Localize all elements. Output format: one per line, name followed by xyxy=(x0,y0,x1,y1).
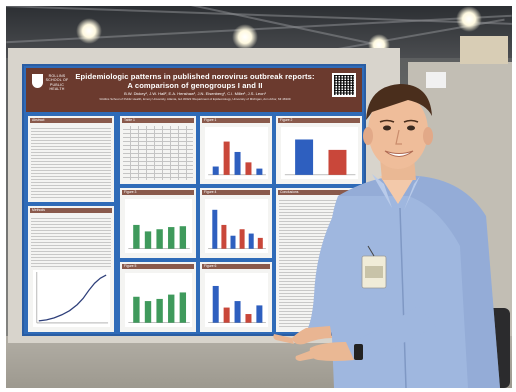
cumulative-line-chart xyxy=(33,270,110,327)
poster-bar xyxy=(179,292,187,323)
poster-bar xyxy=(144,231,152,249)
figure-3-bars xyxy=(125,199,192,253)
poster-bar xyxy=(156,298,163,323)
poster-bar xyxy=(156,229,163,249)
poster-bar xyxy=(230,235,236,249)
poster-bar xyxy=(248,233,254,249)
logo-text: ROLLINS SCHOOL OF PUBLIC HEALTH xyxy=(45,74,69,91)
section-heading: Methods xyxy=(32,208,46,212)
poster-bar xyxy=(168,294,175,323)
ceiling-light xyxy=(456,6,482,32)
poster-bar xyxy=(221,224,227,249)
poster-bar xyxy=(212,166,219,175)
figure-1: Figure 1 xyxy=(200,116,272,184)
shield-icon xyxy=(32,74,43,88)
research-poster: ROLLINS SCHOOL OF PUBLIC HEALTH Epidemio… xyxy=(22,64,366,336)
poster-bar xyxy=(133,224,140,249)
figure-1-bars xyxy=(205,127,268,179)
poster-bar xyxy=(179,226,187,249)
poster-title: Epidemiologic patterns in published noro… xyxy=(70,72,320,90)
abstract-section: Abstract xyxy=(28,116,114,202)
figure-5: Figure 5 xyxy=(120,262,196,332)
poster-bar xyxy=(212,209,218,249)
section-heading: Figure 4 xyxy=(204,190,217,194)
poster-bar xyxy=(239,229,245,249)
poster-title-line-1: Epidemiologic patterns in published noro… xyxy=(75,72,315,81)
poster-bar xyxy=(223,141,230,175)
section-heading: Figure 3 xyxy=(124,190,137,194)
section-heading: Abstract xyxy=(32,118,45,122)
poster-authors: B.W. Dickey¹, J.W. Hall², E.A. Henshaw¹,… xyxy=(124,91,266,96)
figure-4-bars xyxy=(205,199,268,253)
back-box xyxy=(460,36,508,64)
ceiling-light xyxy=(76,18,102,44)
section-heading: Table 1 xyxy=(124,118,135,122)
poster-bar xyxy=(257,237,263,249)
table-1: Table 1 xyxy=(120,116,196,184)
presenter-person xyxy=(268,76,512,388)
figure-2: Figure 2 xyxy=(276,116,362,184)
poster-bar xyxy=(256,305,263,323)
poster-header: ROLLINS SCHOOL OF PUBLIC HEALTH Epidemio… xyxy=(26,68,362,112)
poster-bar xyxy=(256,168,263,175)
poster-bar xyxy=(295,139,314,175)
figure-3: Figure 3 xyxy=(120,188,196,258)
back-sign xyxy=(426,72,446,88)
figure-2-bars xyxy=(281,127,358,179)
poster-bar xyxy=(133,296,140,323)
section-heading: Conclusions xyxy=(280,190,299,194)
university-logo: ROLLINS SCHOOL OF PUBLIC HEALTH xyxy=(32,74,69,100)
section-heading: Figure 2 xyxy=(280,118,293,122)
poster-bar xyxy=(328,149,347,175)
poster-bar xyxy=(212,285,219,323)
ceiling-light xyxy=(232,24,258,50)
poster-bar xyxy=(223,307,230,323)
poster-title-line-2: A comparison of genogroups I and II xyxy=(127,81,263,90)
section-heading: Figure 5 xyxy=(124,264,137,268)
section-heading: Figure 6 xyxy=(204,264,217,268)
presenter-figure xyxy=(273,84,510,388)
photo-scene: ROLLINS SCHOOL OF PUBLIC HEALTH Epidemio… xyxy=(6,6,512,388)
figure-4: Figure 4 xyxy=(200,188,272,258)
poster-bar xyxy=(168,227,175,249)
poster-bar xyxy=(144,301,152,323)
poster-affiliation: ¹Rollins School of Public Health, Emory … xyxy=(99,97,291,101)
qr-code-icon xyxy=(332,73,356,97)
figure-5-bars xyxy=(125,273,192,327)
poster-bar xyxy=(245,162,252,175)
figure-6-bars xyxy=(205,273,268,327)
section-heading: Figure 1 xyxy=(204,118,217,122)
poster-bar xyxy=(245,314,252,323)
poster-bar xyxy=(234,301,241,323)
figure-6: Figure 6 xyxy=(200,262,272,332)
methods-section: Methods xyxy=(28,206,114,332)
poster-bar xyxy=(234,151,241,175)
